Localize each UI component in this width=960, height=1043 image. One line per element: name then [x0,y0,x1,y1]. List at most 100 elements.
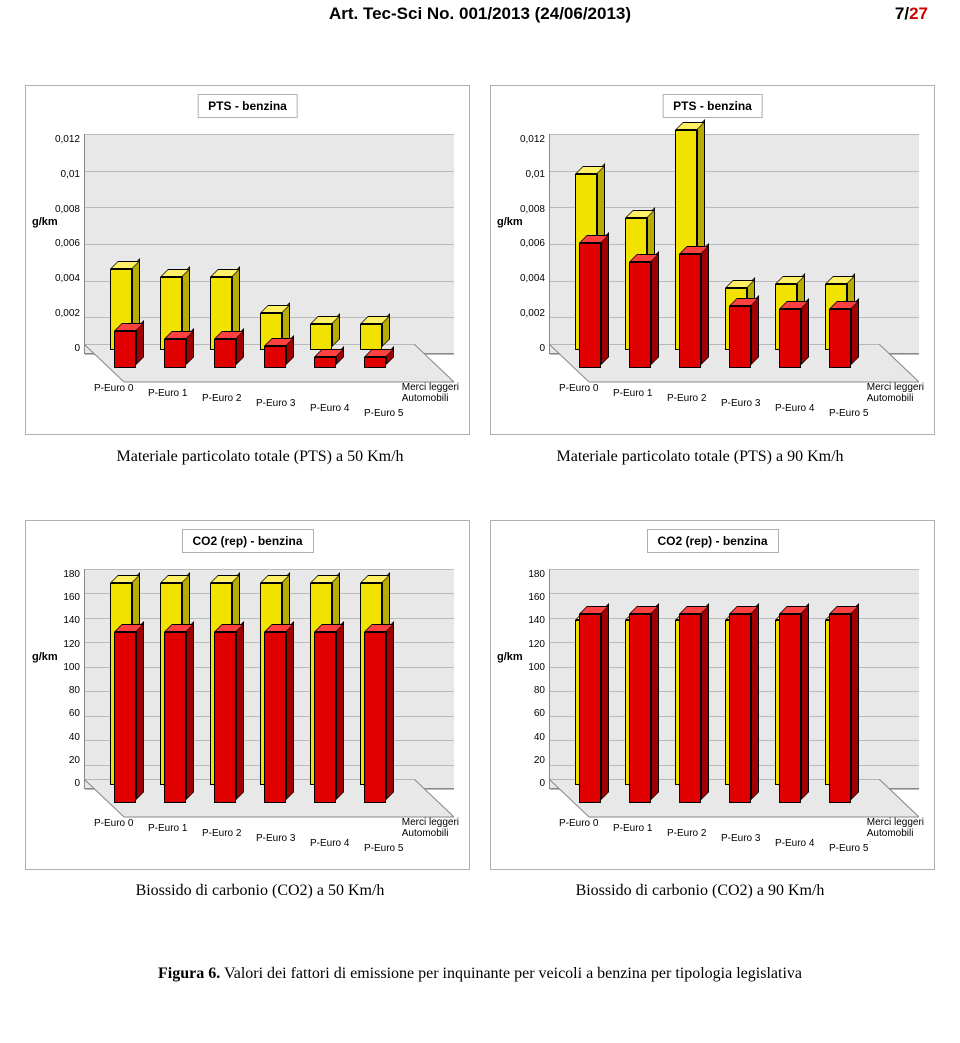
bar-side-face [136,621,144,800]
bar-front-face [214,339,236,368]
bar-front-face [314,357,336,368]
series-label: Merci leggeri [402,382,459,393]
y-axis: 180160140120100806040200 [505,569,545,789]
bar-front-face [164,632,186,803]
chart-row-top: PTS - benzinag/km0,0120,010,0080,0060,00… [0,85,960,435]
x-tick-label: P-Euro 4 [775,403,814,414]
bar-front-face [264,632,286,803]
x-tick-label: P-Euro 4 [310,403,349,414]
bar-front-face [779,614,801,803]
bar-front-face [729,614,751,803]
x-tick-label: P-Euro 2 [202,393,241,404]
bar-side-face [186,621,194,800]
series-labels: Merci leggeriAutomobili [867,817,924,839]
y-tick-label: 80 [40,685,80,696]
bar-series-a [364,632,386,803]
x-axis: P-Euro 0P-Euro 1P-Euro 2P-Euro 3P-Euro 4… [549,380,919,430]
x-tick-label: P-Euro 2 [667,828,706,839]
bar-side-face [751,603,759,800]
y-tick-label: 180 [505,569,545,580]
figure-caption: Figura 6. Valori dei fattori di emission… [0,965,960,983]
bar-side-face [701,243,709,365]
x-tick-label: P-Euro 5 [829,843,868,854]
bar-series-a [579,243,601,368]
bar-series-a [679,614,701,803]
y-tick-label: 180 [40,569,80,580]
bar-series-a [729,306,751,368]
x-tick-label: P-Euro 0 [559,383,598,394]
grid-line [550,593,919,594]
page-header: Art. Tec-Sci No. 001/2013 (24/06/2013) [0,4,960,24]
x-tick-label: P-Euro 3 [721,398,760,409]
chart-panel-2: CO2 (rep) - benzinag/km18016014012010080… [25,520,470,870]
bar-series-a [314,632,336,803]
x-axis: P-Euro 0P-Euro 1P-Euro 2P-Euro 3P-Euro 4… [84,380,454,430]
bar-front-face [360,324,382,350]
series-label: Merci leggeri [402,817,459,828]
chart-panel-1: PTS - benzinag/km0,0120,010,0080,0060,00… [490,85,935,435]
x-tick-label: P-Euro 5 [364,408,403,419]
bar-series-a [114,632,136,803]
bar-side-face [801,603,809,800]
page-number: 7/27 [895,4,928,24]
chart-panel-3: CO2 (rep) - benzinag/km18016014012010080… [490,520,935,870]
bar-front-face [729,306,751,368]
series-label: Automobili [402,828,459,839]
y-tick-label: 0,004 [505,273,545,284]
bar-series-a [164,632,186,803]
y-tick-label: 0,006 [40,238,80,249]
caption-bot-right: Biossido di carbonio (CO2) a 90 Km/h [576,882,825,900]
plot-area [84,134,454,382]
x-axis: P-Euro 0P-Euro 1P-Euro 2P-Euro 3P-Euro 4… [84,815,454,865]
bar-front-face [679,254,701,368]
y-tick-label: 0,008 [505,204,545,215]
series-label: Merci leggeri [867,382,924,393]
chart-panel-0: PTS - benzinag/km0,0120,010,0080,0060,00… [25,85,470,435]
x-tick-label: P-Euro 1 [148,388,187,399]
bar-series-a [779,614,801,803]
y-tick-label: 40 [505,732,545,743]
x-tick-label: P-Euro 3 [256,833,295,844]
x-tick-label: P-Euro 0 [94,383,133,394]
x-tick-label: P-Euro 0 [94,818,133,829]
y-tick-label: 160 [505,592,545,603]
y-tick-label: 120 [40,639,80,650]
bar-side-face [236,621,244,800]
grid-line [550,171,919,172]
chart-row-bottom: CO2 (rep) - benzinag/km18016014012010080… [0,520,960,870]
bar-series-a [214,632,236,803]
y-tick-label: 40 [40,732,80,743]
y-tick-label: 60 [40,708,80,719]
series-label: Merci leggeri [867,817,924,828]
y-tick-label: 0 [505,343,545,354]
bar-front-face [579,614,601,803]
bar-front-face [314,632,336,803]
bar-side-face [851,298,859,365]
x-tick-label: P-Euro 5 [829,408,868,419]
caption-row-bottom: Biossido di carbonio (CO2) a 50 Km/h Bio… [0,882,960,900]
bar-series-a [264,632,286,803]
grid-line [85,569,454,570]
x-tick-label: P-Euro 4 [310,838,349,849]
bar-front-face [579,243,601,368]
bar-side-face [286,621,294,800]
bar-front-face [364,357,386,368]
series-labels: Merci leggeriAutomobili [402,817,459,839]
caption-bot-left: Biossido di carbonio (CO2) a 50 Km/h [136,882,385,900]
page-current: 7 [895,4,904,23]
bar-series-a [729,614,751,803]
bar-side-face [651,603,659,800]
series-label: Automobili [867,393,924,404]
bar-front-face [264,346,286,368]
series-labels: Merci leggeriAutomobili [867,382,924,404]
y-tick-label: 80 [505,685,545,696]
y-tick-label: 100 [505,662,545,673]
bar-front-face [164,339,186,368]
y-tick-label: 20 [40,755,80,766]
bar-side-face [601,232,609,365]
grid-line [85,134,454,135]
y-tick-label: 0 [40,343,80,354]
bar-series-a [579,614,601,803]
plot-area [549,134,919,382]
y-tick-label: 0 [40,778,80,789]
